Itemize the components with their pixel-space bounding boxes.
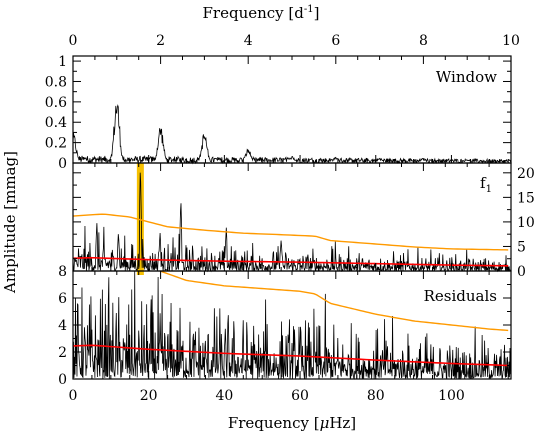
bottom-axis-tick-label: 100 <box>438 388 465 404</box>
f1-red-curve <box>72 256 509 267</box>
window-panel-label: Window <box>436 68 497 86</box>
residuals-orange-curve <box>159 270 509 332</box>
residuals-ytick-label: 8 <box>58 264 67 280</box>
top-axis-tick-label: 2 <box>156 33 165 49</box>
bottom-axis-label: Frequency [μHz] <box>228 414 356 432</box>
f1-ytick-label: 0 <box>517 264 526 280</box>
f1-ytick-label: 15 <box>517 190 535 206</box>
residuals-spectrum-line <box>72 270 512 380</box>
top-axis-label: Frequency [d-1] <box>203 4 320 22</box>
top-axis-tick-label: 10 <box>502 33 520 49</box>
f1-panel-label: f1 <box>480 174 492 195</box>
f1-ytick-label: 20 <box>517 166 535 182</box>
top-axis-tick-label: 4 <box>244 33 253 49</box>
window-ytick-label: 1 <box>58 54 67 70</box>
window-ytick-label: 0.6 <box>45 95 67 111</box>
residuals-ytick-label: 0 <box>58 372 67 388</box>
residuals-ytick-label: 2 <box>58 345 67 361</box>
f1-ytick-label: 10 <box>517 215 535 231</box>
bottom-axis-tick-label: 0 <box>69 388 78 404</box>
window-ytick-label: 0.2 <box>45 136 67 152</box>
bottom-axis-tick-label: 20 <box>140 388 158 404</box>
bottom-axis-tick-label: 80 <box>367 388 385 404</box>
window-ytick-label: 0.4 <box>45 115 67 131</box>
bottom-axis-tick-label: 40 <box>215 388 233 404</box>
f1-spectrum-line <box>72 172 512 273</box>
residuals-ytick-label: 4 <box>58 318 67 334</box>
f1-ytick-label: 5 <box>517 239 526 255</box>
y-axis-label: Amplitude [mmag] <box>1 151 19 294</box>
window-ytick-label: 0.8 <box>45 74 67 90</box>
f1-highlight-band <box>136 163 144 271</box>
top-axis-tick-label: 6 <box>331 33 340 49</box>
residuals-red-curve <box>72 344 509 367</box>
residuals-ytick-label: 6 <box>58 291 67 307</box>
top-axis-tick-label: 0 <box>69 33 78 49</box>
f1-highlight-marker <box>136 271 144 275</box>
f1-orange-curve <box>72 213 509 251</box>
window-ytick-label: 0 <box>58 156 67 172</box>
residuals-panel-label: Residuals <box>424 287 497 305</box>
top-axis-tick-label: 8 <box>419 33 428 49</box>
window-spectrum-line <box>72 104 512 165</box>
bottom-axis-tick-label: 60 <box>291 388 309 404</box>
